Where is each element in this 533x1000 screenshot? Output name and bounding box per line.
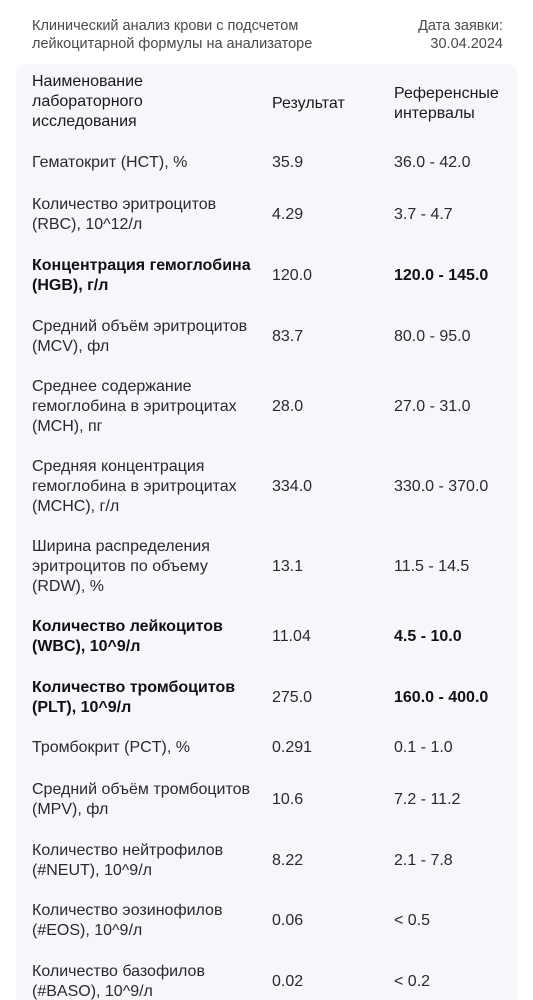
test-name: Количество эритроцитов (RBC), 10^12/л bbox=[32, 196, 217, 233]
test-result: 0.02 bbox=[272, 973, 304, 990]
request-date-label: Дата заявки: bbox=[418, 18, 503, 34]
test-reference: 2.1 - 7.8 bbox=[394, 852, 453, 869]
test-name: Тромбокрит (PCT), % bbox=[32, 739, 190, 756]
test-name: Гематокрит (HCT), % bbox=[32, 154, 188, 171]
test-result: 35.9 bbox=[272, 154, 304, 171]
test-reference: 0.1 - 1.0 bbox=[394, 739, 453, 756]
test-name: Среднее содержание гемоглобина в эритроц… bbox=[32, 378, 237, 435]
test-reference: 80.0 - 95.0 bbox=[394, 328, 471, 345]
test-name: Количество эозинофилов (#EOS), 10^9/л bbox=[32, 902, 223, 939]
test-result: 4.29 bbox=[272, 206, 304, 223]
results-card bbox=[16, 64, 517, 1000]
test-name: Концентрация гемоглобина (HGB), г/л bbox=[32, 257, 251, 294]
test-reference: < 0.5 bbox=[394, 912, 431, 929]
test-result: 8.22 bbox=[272, 852, 304, 869]
test-reference: 160.0 - 400.0 bbox=[394, 689, 489, 706]
test-reference: 120.0 - 145.0 bbox=[394, 267, 489, 284]
test-name: Ширина распределения эритроцитов по объе… bbox=[32, 538, 210, 595]
test-reference: < 0.2 bbox=[394, 973, 431, 990]
request-date-value: 30.04.2024 bbox=[430, 36, 503, 52]
column-header-name: Наименование лабораторного исследования bbox=[32, 73, 143, 130]
test-result: 28.0 bbox=[272, 398, 304, 415]
test-name: Количество лейкоцитов (WBC), 10^9/л bbox=[32, 618, 223, 655]
test-reference: 3.7 - 4.7 bbox=[394, 206, 453, 223]
test-name: Средний объём тромбоцитов (MPV), фл bbox=[32, 781, 251, 818]
test-reference: 7.2 - 11.2 bbox=[394, 791, 461, 808]
test-name: Средняя концентрация гемоглобина в эритр… bbox=[32, 458, 237, 515]
report-title: Клинический анализ крови с подсчетом лей… bbox=[32, 18, 313, 52]
test-result: 120.0 bbox=[272, 267, 313, 284]
column-header-reference: Референсные интервалы bbox=[394, 85, 499, 122]
test-reference: 4.5 - 10.0 bbox=[394, 628, 462, 645]
table-header: Наименование лабораторного исследования … bbox=[16, 72, 517, 136]
test-reference: 11.5 - 14.5 bbox=[394, 558, 470, 575]
test-reference: 27.0 - 31.0 bbox=[394, 398, 471, 415]
request-date: Дата заявки: 30.04.2024 bbox=[383, 17, 503, 53]
test-reference: 36.0 - 42.0 bbox=[394, 154, 471, 171]
test-result: 11.04 bbox=[272, 628, 311, 645]
test-result: 13.1 bbox=[272, 558, 304, 575]
test-name: Количество тромбоцитов (PLT), 10^9/л bbox=[32, 679, 236, 716]
test-result: 0.06 bbox=[272, 912, 304, 929]
test-name: Количество нейтрофилов (#NEUT), 10^9/л bbox=[32, 842, 224, 879]
test-result: 334.0 bbox=[272, 478, 313, 495]
test-result: 0.291 bbox=[272, 739, 313, 756]
column-header-result: Результат bbox=[272, 95, 345, 112]
test-reference: 330.0 - 370.0 bbox=[394, 478, 489, 495]
test-name: Средний объём эритроцитов (MCV), фл bbox=[32, 318, 248, 355]
test-result: 83.7 bbox=[272, 328, 304, 345]
test-name: Количество базофилов (#BASO), 10^9/л bbox=[32, 963, 205, 1000]
test-result: 10.6 bbox=[272, 791, 304, 808]
test-result: 275.0 bbox=[272, 689, 313, 706]
